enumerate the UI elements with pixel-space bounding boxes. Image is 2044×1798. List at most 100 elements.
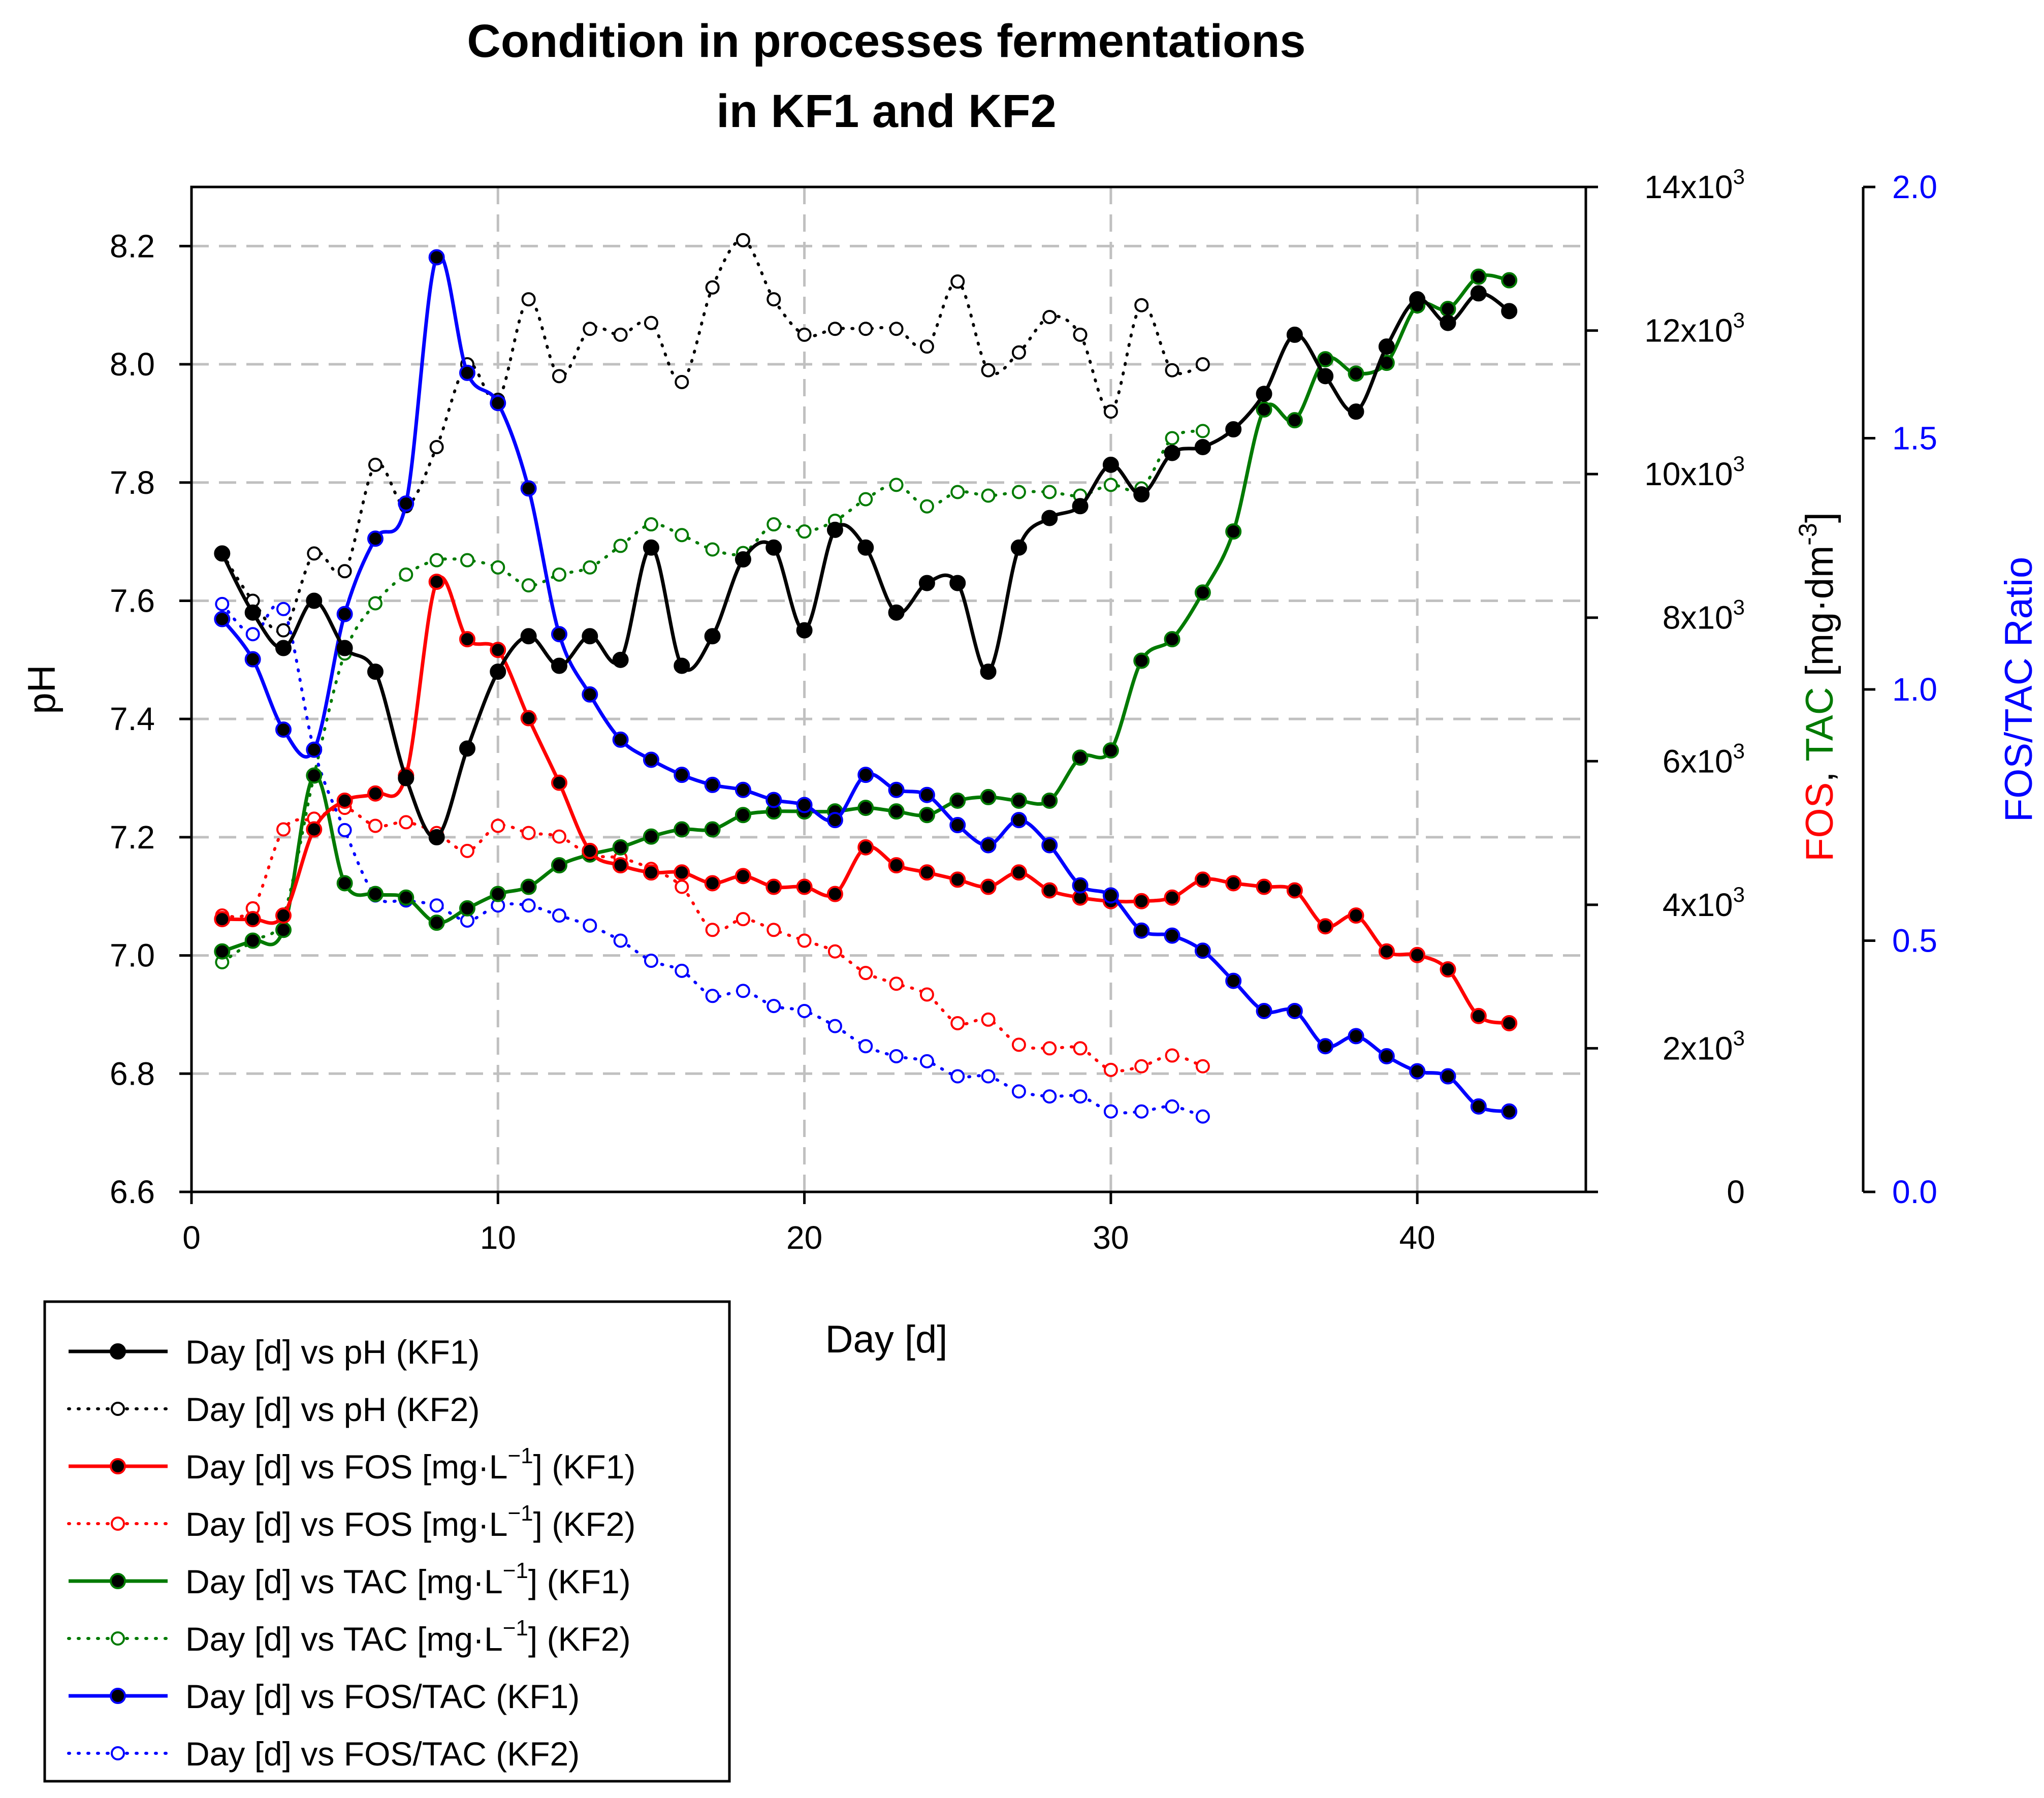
data-point: [520, 878, 537, 895]
data-point: [582, 686, 598, 703]
data-point: [612, 839, 629, 856]
data-point: [429, 439, 444, 454]
data-point: [734, 551, 751, 568]
data-point: [1440, 961, 1456, 978]
data-point: [1195, 424, 1210, 438]
data-point: [1256, 401, 1272, 418]
plot-frame: [190, 185, 1587, 1193]
data-point: [552, 829, 566, 844]
data-point: [1194, 438, 1211, 455]
data-point: [1501, 303, 1518, 320]
data-point: [981, 363, 996, 377]
y2-tick-label: 12x103: [1644, 308, 1745, 349]
data-point: [1256, 1002, 1272, 1019]
series-red-solid: [214, 574, 1518, 1031]
data-point: [919, 499, 934, 514]
data-point: [1348, 365, 1364, 382]
data-point: [1011, 345, 1026, 360]
data-point: [276, 822, 291, 837]
data-point: [888, 604, 905, 621]
legend-label: Day [d] vs FOS/TAC (KF1): [185, 1678, 580, 1715]
data-point: [306, 741, 323, 758]
data-point: [950, 485, 965, 499]
y2-label-tac: TAC: [1798, 687, 1841, 761]
data-point: [1348, 1028, 1364, 1045]
legend-swatch-marker: [110, 1458, 126, 1474]
data-point: [1194, 584, 1211, 601]
y3-tick-label: 0.0: [1892, 1174, 1937, 1210]
data-point: [1501, 272, 1518, 289]
data-point: [1134, 298, 1149, 312]
data-point: [521, 578, 536, 593]
legend-text: Day [d] vs FOS/TAC (KF2): [185, 1735, 580, 1773]
data-point: [1195, 357, 1210, 372]
data-point: [674, 657, 690, 674]
data-point: [950, 274, 965, 289]
legend-label: Day [d] vs TAC [mg·L−1] (KF1): [185, 1558, 631, 1600]
data-point: [613, 933, 628, 948]
data-point: [675, 879, 689, 894]
data-point: [674, 864, 690, 881]
y2-axis-label: FOS, TAC [mg·dm-3]: [1794, 512, 1841, 862]
data-point: [766, 923, 781, 937]
data-point: [1195, 1059, 1210, 1074]
data-point: [336, 606, 353, 622]
data-point: [796, 878, 813, 895]
data-point: [551, 626, 567, 643]
data-point: [1165, 1048, 1179, 1063]
data-point: [827, 944, 842, 959]
data-point: [552, 567, 566, 582]
data-point: [244, 911, 261, 928]
data-point: [949, 792, 966, 809]
data-point: [857, 767, 874, 783]
legend-exponent: −1: [507, 1443, 533, 1468]
data-point: [949, 575, 966, 591]
data-point: [582, 628, 598, 645]
legend-label: Day [d] vs pH (KF1): [185, 1333, 480, 1371]
data-point: [1133, 652, 1150, 669]
data-point: [796, 797, 813, 813]
data-point: [1011, 1084, 1026, 1099]
y-axis-label: pH: [20, 665, 63, 714]
y2-tick-mantissa: 2x10: [1663, 1030, 1733, 1066]
y-tick-label: 8.0: [110, 346, 155, 383]
data-point: [1011, 1037, 1026, 1052]
data-point: [981, 1069, 996, 1084]
data-point: [368, 457, 382, 472]
data-point: [1072, 877, 1089, 894]
data-point: [888, 857, 905, 874]
data-point: [1225, 875, 1242, 892]
y2-tick-label: 2x103: [1663, 1026, 1745, 1066]
y-tick-label: 7.6: [110, 582, 155, 619]
series-blue-dotted: [215, 596, 1210, 1124]
data-point: [980, 664, 997, 680]
data-point: [675, 374, 689, 389]
data-point: [1041, 510, 1058, 526]
legend-swatch-marker: [111, 1517, 125, 1531]
data-point: [612, 857, 629, 874]
data-point: [275, 922, 292, 938]
data-point: [490, 886, 506, 902]
data-point: [1165, 363, 1179, 377]
data-point: [276, 602, 291, 616]
data-point: [766, 292, 781, 307]
data-point: [765, 539, 782, 556]
data-point: [276, 623, 291, 638]
data-point: [705, 923, 720, 937]
data-point: [460, 553, 474, 567]
data-point: [1073, 1041, 1088, 1056]
y2-tick-mantissa: 6x10: [1663, 743, 1733, 779]
y3-tick-label: 1.0: [1892, 671, 1937, 708]
data-point: [551, 774, 567, 791]
data-point: [1164, 631, 1180, 648]
data-point: [736, 984, 750, 998]
data-point: [1165, 1099, 1179, 1114]
data-point: [705, 989, 720, 1003]
series-line: [220, 806, 1204, 1073]
data-point: [459, 900, 475, 917]
data-point: [1501, 1103, 1518, 1120]
y-tick-label: 7.4: [110, 701, 155, 737]
data-point: [1102, 887, 1119, 904]
data-point: [398, 495, 414, 512]
data-point: [428, 574, 445, 590]
